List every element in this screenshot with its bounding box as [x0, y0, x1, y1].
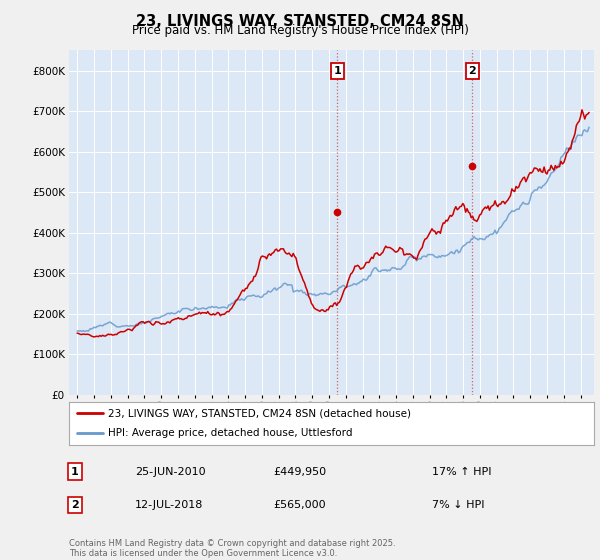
- Text: HPI: Average price, detached house, Uttlesford: HPI: Average price, detached house, Uttl…: [109, 428, 353, 438]
- Text: 23, LIVINGS WAY, STANSTED, CM24 8SN: 23, LIVINGS WAY, STANSTED, CM24 8SN: [136, 14, 464, 29]
- Text: 23, LIVINGS WAY, STANSTED, CM24 8SN (detached house): 23, LIVINGS WAY, STANSTED, CM24 8SN (det…: [109, 408, 412, 418]
- Text: 1: 1: [334, 66, 341, 76]
- Text: £565,000: £565,000: [274, 500, 326, 510]
- Text: 1: 1: [71, 466, 79, 477]
- Text: 2: 2: [469, 66, 476, 76]
- Text: 12-JUL-2018: 12-JUL-2018: [135, 500, 203, 510]
- Text: Contains HM Land Registry data © Crown copyright and database right 2025.
This d: Contains HM Land Registry data © Crown c…: [69, 539, 395, 558]
- Text: 7% ↓ HPI: 7% ↓ HPI: [432, 500, 485, 510]
- Text: £449,950: £449,950: [274, 466, 326, 477]
- Text: 25-JUN-2010: 25-JUN-2010: [135, 466, 206, 477]
- Text: Price paid vs. HM Land Registry's House Price Index (HPI): Price paid vs. HM Land Registry's House …: [131, 24, 469, 37]
- Text: 2: 2: [71, 500, 79, 510]
- Text: 17% ↑ HPI: 17% ↑ HPI: [432, 466, 491, 477]
